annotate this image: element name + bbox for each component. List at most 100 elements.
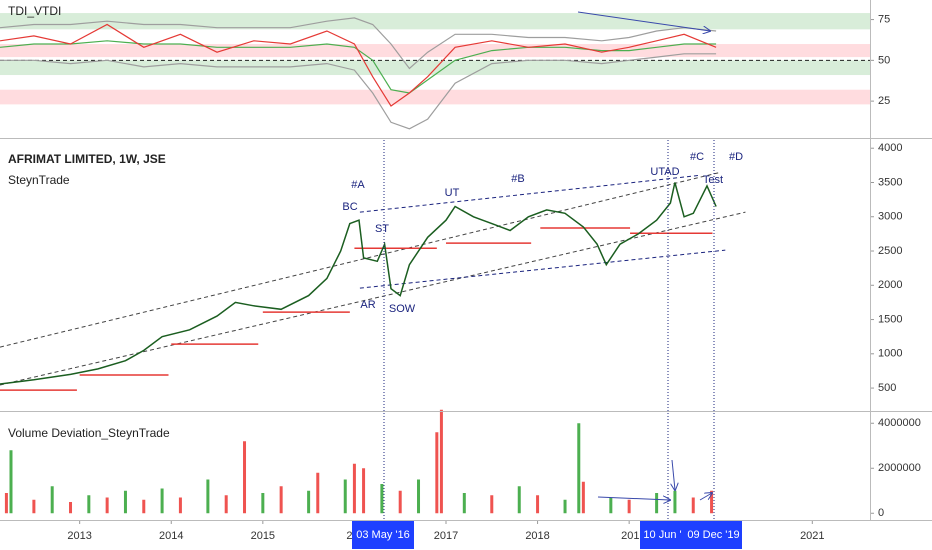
y-tick-label: 75 (878, 13, 890, 25)
volume-bar (87, 495, 91, 514)
volume-bar (563, 499, 567, 514)
y-tick-label: 2500 (878, 245, 902, 257)
x-tick-label: 2021 (800, 530, 824, 542)
price-line (0, 182, 717, 385)
tdi-line (0, 23, 717, 107)
volume-bar (380, 484, 384, 514)
date-label-box (685, 521, 742, 549)
volume-bar (462, 493, 466, 514)
volume-bar (417, 479, 421, 514)
volume-bar (160, 488, 164, 514)
volume-bar (4, 493, 8, 514)
volume-bar (655, 493, 659, 514)
y-tick-label: 0 (878, 507, 884, 519)
volume-bar (577, 423, 581, 514)
date-label: 09 Dec '19 (687, 529, 739, 541)
layer: 25 50 75 500 1000 1500 2000 2500 3000 3500 4000 0 20… (0, 13, 921, 549)
y-tick-label: 1000 (878, 348, 902, 360)
volume-bar (243, 441, 247, 514)
annotation: UT (445, 187, 460, 199)
volume-bar (710, 490, 714, 514)
volume-bar (435, 432, 439, 514)
arrow (699, 493, 712, 501)
band (0, 89, 870, 105)
volume-bar (142, 499, 146, 514)
trendline (359, 249, 726, 289)
volume-bar (69, 502, 73, 514)
volume-bar (50, 486, 54, 514)
volume-bar (105, 497, 109, 514)
trendline (359, 174, 701, 213)
x-tick-label: 2017 (434, 530, 458, 542)
trendline (0, 171, 721, 348)
pane-subtitle: SteynTrade (8, 173, 70, 187)
y-tick-label: 2000 (878, 279, 902, 291)
x-tick-label: 2013 (67, 530, 91, 542)
volume-bar (32, 499, 36, 514)
y-tick-label: 3500 (878, 176, 902, 188)
background (0, 13, 870, 105)
volume-bar (581, 481, 585, 514)
x-tick-label: 2014 (159, 530, 183, 542)
volume-bar (352, 463, 356, 514)
y-tick-label: 2000000 (878, 462, 921, 474)
volume-bar (178, 497, 182, 514)
pane-title: AFRIMAT LIMITED, 1W, JSE (8, 152, 166, 166)
volume-bar (343, 479, 347, 514)
y-tick-label: 1500 (878, 313, 902, 325)
volume-bar (307, 490, 311, 514)
date-label-box (352, 521, 414, 549)
annotation: #A (351, 179, 365, 191)
band (0, 44, 870, 58)
volume-bar (316, 472, 320, 514)
volume-bar (517, 486, 521, 514)
volume-bar (206, 479, 210, 514)
annotation: #B (511, 173, 524, 185)
trendline (0, 211, 746, 386)
volume-bar (9, 450, 13, 514)
tdi-line (0, 53, 717, 130)
volume-bar (691, 497, 695, 514)
tdi-line (0, 17, 717, 70)
volume-bar (398, 490, 402, 514)
arrow (672, 459, 675, 490)
volume-bar (536, 495, 540, 514)
x-tick-label: 201 (621, 530, 639, 542)
y-tick-label: 50 (878, 54, 890, 66)
annotation: #C (690, 151, 704, 163)
volume-bar (224, 495, 228, 514)
annotation: Test (703, 174, 723, 186)
volume-bar (362, 468, 366, 514)
annotation: SOW (389, 303, 416, 315)
y-tick-label: 3000 (878, 211, 902, 223)
x-tick-label: 2015 (251, 530, 275, 542)
date-label: 03 May '16 (356, 529, 409, 541)
y-tick-label: 4000000 (878, 417, 921, 429)
volume-bar (279, 486, 283, 514)
x-tick-label: 2018 (525, 530, 549, 542)
annotation: ST (375, 223, 389, 235)
y-tick-label: 4000 (878, 142, 902, 154)
volume-bar (627, 499, 631, 514)
date-label-box (640, 521, 685, 549)
arrow (597, 497, 670, 500)
volume-bar (439, 409, 443, 514)
volume-bar (609, 497, 613, 514)
date-label: 10 Jun ' (643, 529, 681, 541)
band (0, 60, 870, 76)
volume-bar (123, 490, 127, 514)
y-tick-label: 25 (878, 95, 890, 107)
pane-title: Volume Deviation_SteynTrade (8, 426, 170, 440)
arrow (577, 11, 710, 31)
annotation: AR (360, 299, 375, 311)
y-tick-label: 500 (878, 382, 896, 394)
pane-title: TDI_VTDI (8, 4, 61, 18)
volume-bar (490, 495, 494, 514)
annotation: BC (342, 201, 357, 213)
volume-bar (673, 490, 677, 514)
band (0, 13, 870, 30)
volume-bar (261, 493, 265, 514)
annotation: #D (729, 151, 743, 163)
